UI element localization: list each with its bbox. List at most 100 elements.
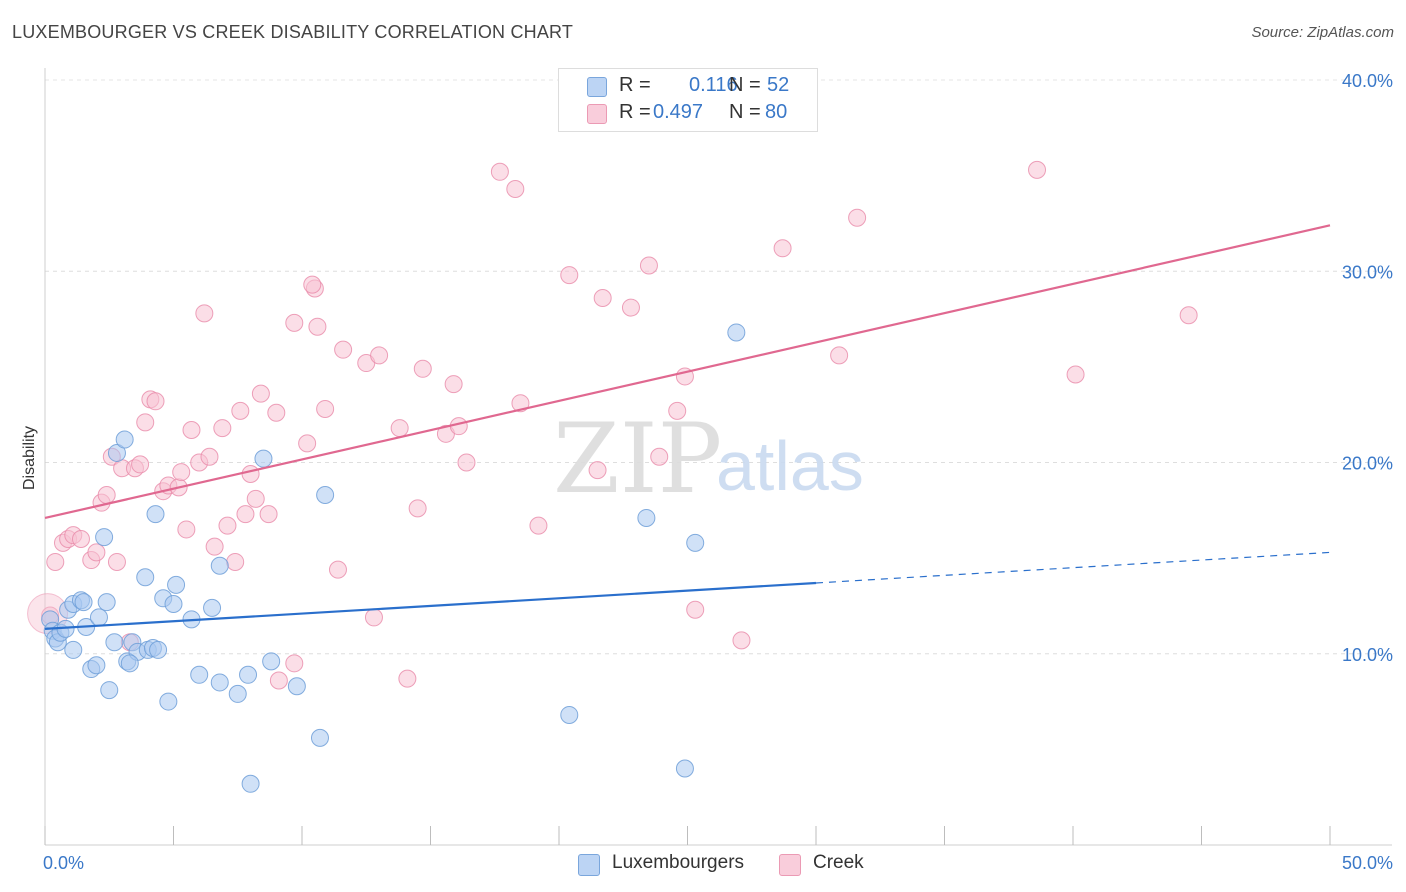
- creek-point: [213, 419, 232, 438]
- luxembourger-point: [97, 593, 116, 612]
- creek-point: [259, 505, 278, 524]
- luxembourger-point: [686, 533, 705, 552]
- luxembourger-point: [95, 528, 114, 547]
- luxembourger-point: [136, 568, 155, 587]
- creek-point: [241, 464, 260, 483]
- creek-point: [848, 208, 867, 227]
- creek-point: [650, 447, 669, 466]
- creek-point: [226, 552, 245, 571]
- creek-point: [639, 256, 658, 275]
- creek-point: [686, 600, 705, 619]
- luxembourger-point: [254, 449, 273, 468]
- creek-point: [444, 375, 463, 394]
- creek-point: [71, 530, 90, 548]
- legend-n-value: 80: [765, 101, 788, 123]
- creek-point: [621, 298, 640, 317]
- creek-point: [511, 394, 530, 413]
- legend-swatch-blue: [587, 77, 607, 97]
- y-axis-label: Disability: [21, 426, 38, 490]
- creek-point: [370, 346, 389, 365]
- y-tick-label: 40.0%: [1342, 71, 1393, 91]
- creek-point: [236, 505, 255, 524]
- luxembourger-point: [167, 575, 186, 594]
- creek-point: [830, 346, 849, 365]
- creek-point: [588, 461, 607, 480]
- luxembourger-point: [146, 505, 165, 524]
- creek-point: [269, 671, 288, 690]
- luxembourger-point: [74, 593, 93, 612]
- creek-point: [308, 317, 327, 336]
- luxembourger-point: [203, 598, 222, 617]
- creek-point: [732, 631, 751, 650]
- creek-point: [408, 499, 427, 518]
- creek-point: [773, 239, 792, 258]
- creek-point: [668, 401, 687, 420]
- watermark: ZIP atlas: [553, 403, 864, 515]
- creek-point: [46, 552, 65, 571]
- creek-point: [457, 453, 476, 472]
- creek-point: [334, 340, 353, 359]
- creek-point: [303, 275, 322, 294]
- creek-point: [87, 543, 106, 562]
- bottom-swatch-pink: [779, 854, 801, 876]
- legend-r-value: 0.497: [653, 101, 704, 123]
- luxembourger-point: [107, 443, 126, 462]
- creek-point: [560, 266, 579, 285]
- creek-point: [316, 399, 335, 418]
- creek-point: [1028, 160, 1047, 179]
- creek-point: [136, 413, 155, 432]
- luxembourger-points: [41, 323, 746, 793]
- bottom-legend-label: Creek: [813, 852, 864, 873]
- legend-r-label: R =: [619, 74, 651, 96]
- luxembourger-point: [89, 608, 108, 627]
- legend-n-label: N =: [729, 74, 761, 96]
- creek-point: [285, 313, 304, 332]
- luxembourger-point: [120, 654, 139, 673]
- luxembourger-point: [287, 677, 306, 696]
- luxembourger-point: [115, 430, 134, 449]
- luxembourger-point: [228, 684, 247, 703]
- luxembourger-point: [310, 728, 329, 747]
- trend-lines: [44, 224, 1331, 630]
- creek-point: [97, 486, 116, 505]
- creek-point: [146, 392, 165, 411]
- correlation-legend: R = 0.116 N = 52 R = 0.497 N = 80: [558, 68, 818, 132]
- creek-point: [398, 669, 417, 688]
- legend-r-label: R =: [619, 101, 651, 123]
- luxembourger-point: [64, 640, 83, 659]
- creek-point: [593, 289, 612, 308]
- legend-n-value: 52: [767, 74, 790, 96]
- luxembourger-point: [190, 665, 209, 684]
- luxembourger-point: [149, 640, 168, 659]
- luxembourger-point: [675, 759, 694, 778]
- luxembourger-point: [87, 656, 106, 675]
- creek-point: [205, 537, 224, 556]
- bottom-swatch-blue: [578, 854, 600, 876]
- legend-swatch-pink: [587, 104, 607, 124]
- luxembourger-point: [210, 673, 229, 692]
- luxembourger-point: [159, 692, 178, 711]
- luxembourger-point: [105, 633, 124, 652]
- y-tick-label: 20.0%: [1342, 454, 1393, 474]
- luxembourger-point: [100, 681, 119, 700]
- x-tick-label: 0.0%: [43, 853, 84, 873]
- tick-labels: 10.0% 20.0% 30.0% 40.0% 0.0% 50.0%: [43, 71, 1393, 873]
- gridlines: [45, 79, 1392, 655]
- creek-point: [506, 180, 525, 199]
- creek-point: [328, 560, 347, 579]
- watermark-zip: ZIP: [553, 403, 722, 515]
- source-label: Source: ZipAtlas.com: [1251, 24, 1394, 41]
- creek-point: [131, 455, 150, 474]
- creek-point: [177, 520, 196, 539]
- luxembourger-point: [164, 595, 183, 614]
- chart-title: LUXEMBOURGER VS CREEK DISABILITY CORRELA…: [12, 22, 574, 42]
- creek-point: [218, 516, 237, 535]
- creek-point: [413, 359, 432, 378]
- creek-point: [298, 434, 317, 453]
- luxembourger-point: [239, 665, 258, 684]
- bottom-legend-label: Luxembourgers: [612, 852, 745, 873]
- axes: [44, 68, 1392, 846]
- luxembourger-point: [727, 323, 746, 342]
- legend-row-creek: R = 0.497 N = 80: [559, 101, 817, 127]
